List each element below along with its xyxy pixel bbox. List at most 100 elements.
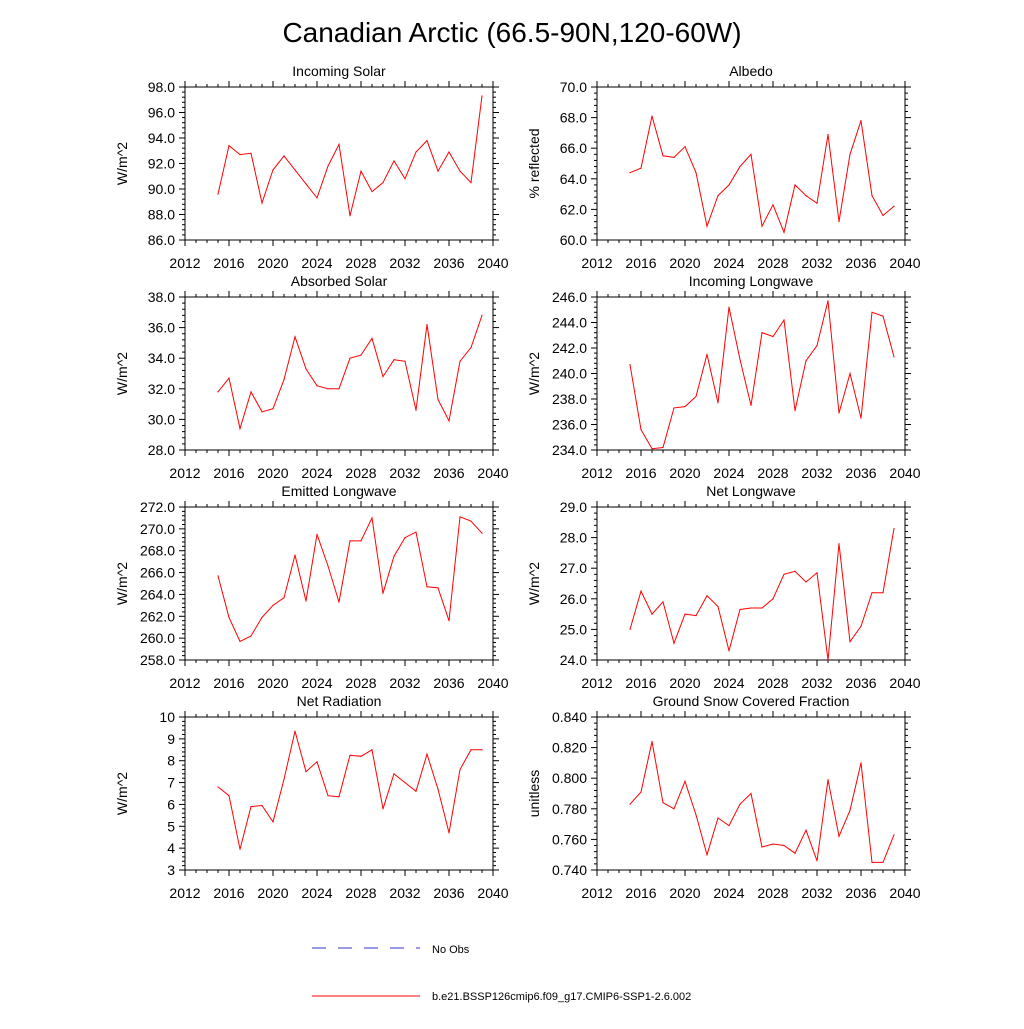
- panel-title: Absorbed Solar: [291, 273, 388, 289]
- data-point: [640, 590, 642, 592]
- y-tick-label: 86.0: [148, 232, 175, 248]
- data-point: [706, 595, 708, 597]
- y-tick-label: 268.0: [140, 543, 175, 559]
- x-tick-label: 2040: [477, 255, 508, 271]
- data-point: [294, 730, 296, 732]
- data-point: [629, 628, 631, 631]
- data-point: [305, 368, 307, 370]
- data-point: [294, 554, 296, 556]
- data-point: [272, 169, 274, 171]
- data-point: [860, 120, 862, 122]
- data-point: [728, 825, 730, 827]
- data-point: [217, 786, 219, 788]
- y-tick-label: 262.0: [140, 608, 175, 624]
- data-point: [750, 153, 752, 155]
- data-point: [871, 195, 873, 197]
- y-axis-label: W/m^2: [114, 772, 130, 815]
- x-tick-label: 2012: [581, 255, 612, 271]
- x-tick-label: 2020: [669, 255, 700, 271]
- series-line: [217, 516, 483, 643]
- x-tick-label: 2028: [757, 465, 788, 481]
- panel-title: Incoming Longwave: [689, 273, 814, 289]
- data-point: [217, 193, 219, 195]
- data-point: [673, 642, 675, 644]
- y-tick-label: 9: [167, 731, 175, 747]
- data-point: [426, 139, 428, 142]
- y-tick-label: 29.0: [560, 499, 587, 515]
- panel-net-radiation: Net Radiation W/m^2 2012 2016 2020 2024 2028 20…: [114, 693, 509, 901]
- data-point: [305, 771, 307, 773]
- panel-title: Albedo: [729, 63, 773, 79]
- data-point: [239, 427, 241, 430]
- data-point: [261, 411, 263, 413]
- data-point: [228, 616, 230, 618]
- data-point: [415, 151, 417, 153]
- data-point: [283, 379, 285, 381]
- x-tick-label: 2028: [757, 675, 788, 691]
- data-point: [294, 169, 296, 171]
- legend-obs-label: No Obs: [432, 944, 470, 956]
- panel-net-longwave: Net Longwave W/m^2 2012 2016 2020 2024 2028 203…: [526, 483, 921, 691]
- x-tick-label: 2028: [345, 465, 376, 481]
- legend-model-label: b.e21.BSSP126cmip6.f09_g17.CMIP6-SSP1-2.…: [432, 991, 691, 1003]
- data-point: [360, 170, 362, 172]
- data-point: [382, 808, 384, 810]
- data-point: [838, 221, 840, 223]
- data-point: [437, 788, 439, 790]
- data-point: [684, 406, 686, 408]
- x-tick-label: 2024: [301, 255, 332, 271]
- data-point: [239, 848, 241, 850]
- data-point: [349, 215, 351, 217]
- data-point: [239, 153, 241, 156]
- data-point: [673, 156, 675, 158]
- x-tick-label: 2036: [845, 885, 876, 901]
- data-point: [706, 353, 708, 355]
- y-tick-label: 25.0: [560, 621, 587, 637]
- data-point: [739, 803, 741, 805]
- x-tick-label: 2012: [169, 465, 200, 481]
- data-point: [415, 790, 417, 792]
- y-tick-label: 244.0: [552, 315, 587, 331]
- data-point: [871, 592, 873, 594]
- x-tick-label: 2040: [477, 675, 508, 691]
- x-tick-label: 2016: [213, 885, 244, 901]
- data-point: [470, 182, 472, 184]
- data-point: [805, 360, 807, 362]
- data-point: [481, 749, 483, 751]
- data-point: [783, 573, 785, 575]
- data-point: [437, 170, 439, 172]
- data-point: [849, 372, 851, 375]
- data-point: [393, 359, 395, 361]
- data-point: [404, 781, 406, 784]
- data-point: [316, 533, 318, 535]
- x-tick-label: 2024: [301, 675, 332, 691]
- data-point: [761, 332, 763, 334]
- plot-frame: [596, 86, 906, 241]
- data-point: [349, 540, 351, 542]
- y-tick-label: 0.840: [552, 709, 587, 725]
- panel-absorbed-solar: Absorbed Solar W/m^2 2012 2016 2020 2024 2028 2…: [114, 273, 509, 481]
- data-point: [662, 155, 664, 157]
- data-point: [651, 740, 653, 743]
- data-point: [750, 607, 752, 609]
- x-tick-label: 2032: [389, 255, 420, 271]
- x-tick-label: 2012: [169, 675, 200, 691]
- data-point: [827, 300, 829, 302]
- x-tick-label: 2032: [389, 675, 420, 691]
- data-point: [250, 635, 252, 637]
- data-point: [860, 625, 862, 627]
- data-point: [761, 607, 763, 609]
- panel-incoming-longwave: Incoming Longwave W/m^2 2012 2016 2020 2024 20…: [526, 273, 921, 481]
- data-point: [684, 780, 686, 782]
- data-point: [651, 448, 653, 450]
- y-tick-label: 260.0: [140, 630, 175, 646]
- data-point: [871, 861, 873, 863]
- data-point: [772, 335, 774, 338]
- data-point: [695, 172, 697, 174]
- data-point: [805, 195, 807, 197]
- data-point: [404, 178, 406, 180]
- x-tick-label: 2028: [345, 885, 376, 901]
- data-point: [217, 391, 219, 393]
- data-point: [717, 195, 719, 197]
